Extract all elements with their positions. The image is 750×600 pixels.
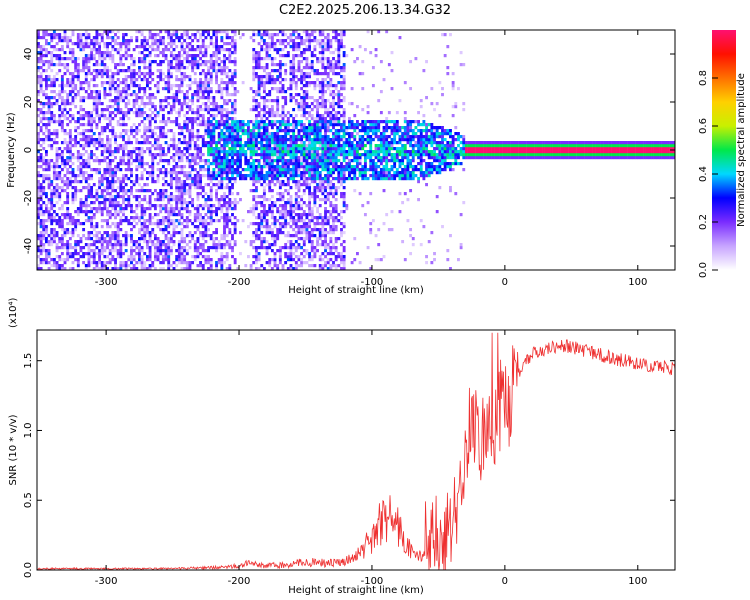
x-tick-label: -200 — [228, 277, 251, 288]
y-tick-label: 40 — [23, 48, 34, 61]
y-tick-label: 0 — [23, 147, 34, 153]
snr-panel: -300 -200 -100 0 100 0.0 0.5 1.0 1.5 Height of … — [8, 297, 676, 596]
snr-x-ticks: -300 -200 -100 0 100 — [95, 330, 647, 587]
colorbar-ticks: 0.0 0.2 0.4 0.6 0.8 — [698, 70, 718, 278]
colorbar-gradient — [712, 30, 736, 270]
snr-y-ticks: 0.0 0.5 1.0 1.5 — [23, 353, 675, 578]
spectrogram-x-label: Height of straight line (km) — [288, 285, 424, 296]
spectrogram-y-label: Frequency (Hz) — [6, 112, 17, 188]
x-tick-label: 100 — [628, 576, 647, 587]
colorbar-tick-label: 0.6 — [698, 118, 709, 134]
colorbar-tick-label: 0.0 — [698, 262, 709, 278]
y-tick-label: 1.0 — [23, 423, 34, 439]
x-tick-label: 100 — [628, 277, 647, 288]
x-tick-label: 0 — [502, 576, 508, 587]
snr-frame — [36, 329, 676, 571]
snr-x-label: Height of straight line (km) — [288, 585, 424, 596]
y-tick-label: 1.5 — [23, 353, 34, 369]
x-tick-label: -100 — [361, 576, 384, 587]
x-tick-label: -100 — [361, 277, 384, 288]
spectrogram-y-ticks: -40 -20 0 20 40 — [23, 48, 675, 254]
snr-y-label: SNR (10 * v/v) — [8, 414, 19, 485]
colorbar-tick-label: 0.8 — [698, 70, 709, 86]
colorbar-tick-label: 0.2 — [698, 214, 709, 230]
y-tick-label: -40 — [23, 238, 34, 254]
y-tick-label: 0.5 — [23, 492, 34, 508]
colorbar-label: Normalized spectral amplitude — [736, 73, 747, 227]
x-tick-label: -300 — [95, 576, 118, 587]
snr-multiplier: (x10⁴) — [8, 297, 19, 328]
spectrogram-x-ticks: -300 -200 -100 0 100 — [95, 30, 647, 288]
snr-line — [36, 332, 676, 571]
y-tick-label: 0.0 — [23, 562, 34, 578]
y-tick-label: 20 — [23, 96, 34, 109]
y-tick-label: -20 — [23, 190, 34, 206]
spectrogram-cells — [37, 30, 676, 271]
figure-title: C2E2.2025.206.13.34.G32 — [279, 3, 451, 18]
x-tick-label: -200 — [228, 576, 251, 587]
colorbar: 0.0 0.2 0.4 0.6 0.8 Normalized spectral ampl… — [698, 30, 747, 278]
colorbar-tick-label: 0.4 — [698, 166, 709, 182]
x-tick-label: 0 — [502, 277, 508, 288]
x-tick-label: -300 — [95, 277, 118, 288]
